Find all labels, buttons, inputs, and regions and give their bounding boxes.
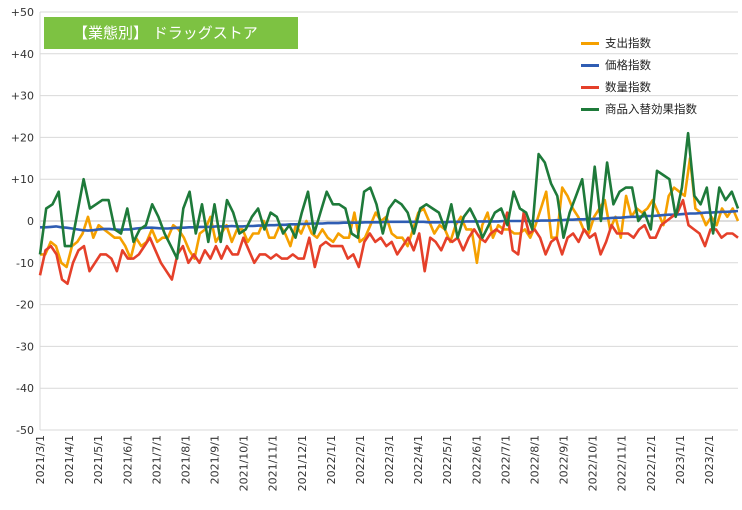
- x-tick-label: 2022/11/1: [616, 435, 629, 491]
- y-tick-label: +50: [11, 6, 34, 19]
- y-tick-label: +30: [11, 90, 34, 103]
- y-axis-tick-labels: +50 +40 +30 +20 +10 0 -10 -20 -30 -40 -50: [11, 6, 34, 437]
- x-axis-tick-labels: 2021/3/1 2021/4/1 2021/5/1 2021/6/1 2021/7/1…: [34, 435, 716, 491]
- y-tick-label: +10: [11, 173, 34, 186]
- x-tick-label: 2022/7/1: [499, 435, 512, 484]
- x-tick-label: 2022/9/1: [558, 435, 571, 484]
- x-tick-label: 2022/4/1: [412, 435, 425, 484]
- legend-item-quantity: 数量指数: [581, 76, 697, 98]
- x-tick-label: 2021/4/1: [63, 435, 76, 484]
- x-tick-label: 2023/1/1: [674, 435, 687, 484]
- x-tick-label: 2022/8/1: [528, 435, 541, 484]
- x-tick-label: 2022/1/1: [325, 435, 338, 484]
- chart-legend: 支出指数 価格指数 数量指数 商品入替効果指数: [581, 32, 697, 120]
- legend-swatch-quantity: [581, 85, 599, 89]
- legend-swatch-price: [581, 63, 599, 67]
- x-tick-label: 2021/10/1: [238, 435, 251, 491]
- x-tick-label: 2021/11/1: [267, 435, 280, 491]
- x-tick-label: 2021/9/1: [209, 435, 222, 484]
- x-tick-label: 2022/10/1: [587, 435, 600, 491]
- x-tick-label: 2021/7/1: [150, 435, 163, 484]
- x-tick-label: 2021/8/1: [179, 435, 192, 484]
- series-line-product-replacement: [38, 131, 740, 260]
- x-tick-label: 2022/12/1: [645, 435, 658, 491]
- x-tick-label: 2023/2/1: [703, 435, 716, 484]
- series-lines: [38, 131, 740, 286]
- y-tick-label: -50: [16, 424, 34, 437]
- legend-label-quantity: 数量指数: [605, 80, 651, 94]
- legend-item-price: 価格指数: [581, 54, 697, 76]
- x-tick-label: 2022/3/1: [383, 435, 396, 484]
- legend-swatch-spending: [581, 41, 599, 45]
- y-tick-label: -40: [16, 382, 34, 395]
- x-tick-label: 2021/5/1: [92, 435, 105, 484]
- legend-item-spending: 支出指数: [581, 32, 697, 54]
- x-tick-label: 2021/6/1: [121, 435, 134, 484]
- series-line-quantity: [38, 198, 739, 286]
- x-tick-label: 2022/6/1: [470, 435, 483, 484]
- legend-swatch-product-replacement: [581, 107, 599, 111]
- x-tick-label: 2021/3/1: [34, 435, 47, 484]
- legend-item-product-replacement: 商品入替効果指数: [581, 98, 697, 120]
- legend-label-product-replacement: 商品入替効果指数: [605, 102, 697, 116]
- x-tick-label: 2022/5/1: [441, 435, 454, 484]
- x-tick-label: 2021/12/1: [296, 435, 309, 491]
- y-tick-label: -20: [16, 299, 34, 312]
- y-tick-label: -10: [16, 257, 34, 270]
- series-line-spending: [40, 157, 740, 269]
- legend-label-spending: 支出指数: [605, 36, 651, 50]
- series-line-price: [40, 209, 739, 232]
- y-tick-label: +20: [11, 131, 34, 144]
- legend-label-price: 価格指数: [605, 58, 651, 72]
- y-tick-label: +40: [11, 48, 34, 61]
- chart-title-badge: 【業態別】 ドラッグストア: [44, 17, 298, 49]
- x-tick-label: 2022/2/1: [354, 435, 367, 484]
- y-tick-label: 0: [27, 215, 34, 228]
- y-tick-label: -30: [16, 340, 34, 353]
